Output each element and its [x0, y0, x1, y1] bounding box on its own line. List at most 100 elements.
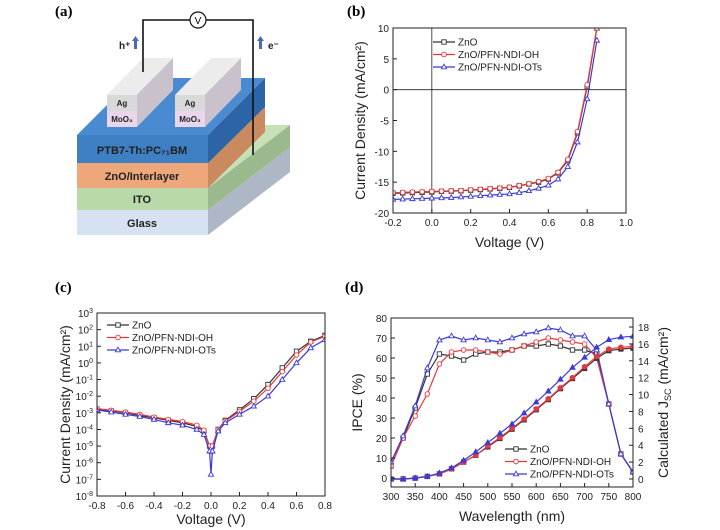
- data-point: [593, 36, 601, 43]
- y-tick-label: 102: [78, 325, 93, 337]
- data-point: [448, 464, 455, 471]
- y-right-tick-label: 14: [638, 357, 650, 368]
- data-point: [321, 335, 325, 342]
- x-tick-label: 500: [479, 492, 496, 503]
- data-point: [472, 347, 479, 353]
- data-point: [617, 450, 625, 457]
- data-point: [535, 178, 542, 185]
- data-point: [399, 189, 406, 196]
- data-point: [214, 427, 222, 434]
- y-right-tick-label: 18: [638, 323, 650, 334]
- data-point: [545, 335, 552, 341]
- data-point: [569, 347, 576, 353]
- legend-marker: [441, 39, 447, 45]
- data-point: [250, 402, 258, 409]
- y-tick-label: -5: [380, 117, 389, 128]
- data-point: [535, 184, 542, 191]
- x-tick-label: 650: [552, 492, 569, 503]
- data-point: [423, 472, 431, 479]
- ito-label: ITO: [133, 194, 152, 206]
- legend-label: ZnO: [458, 38, 478, 49]
- data-point: [569, 374, 576, 381]
- x-tick-label: 0.4: [261, 501, 275, 512]
- legend-label: ZnO/PFN-NDI-OTs: [530, 470, 614, 481]
- legend-marker: [512, 470, 520, 477]
- data-point: [593, 343, 601, 350]
- x-tick-label: -0.4: [145, 501, 163, 512]
- y-tick-label: 101: [78, 341, 93, 353]
- x-axis-label: Wavelength (nm): [459, 508, 565, 524]
- data-point: [460, 336, 467, 343]
- data-point: [409, 189, 416, 195]
- data-point: [393, 195, 397, 202]
- x-tick-label: 350: [407, 492, 424, 503]
- data-point: [564, 163, 572, 170]
- y-tick-label: 10-5: [76, 441, 93, 453]
- data-point: [630, 343, 633, 350]
- data-point: [557, 375, 564, 382]
- panel-label: (b): [347, 4, 365, 20]
- legend-item: ZnO/PFN-NDI-OTs: [433, 63, 542, 74]
- y-tick-label: 10-1: [76, 375, 93, 387]
- y-tick-label: -15: [375, 178, 390, 189]
- x-tick-label: 0.2: [464, 218, 478, 229]
- legend-label: ZnO/PFN-NDI-OTs: [458, 63, 542, 74]
- data-point: [520, 330, 528, 337]
- data-point: [581, 363, 588, 370]
- y-tick-label: 70: [376, 334, 388, 345]
- data-point: [399, 432, 407, 439]
- data-point: [209, 447, 216, 454]
- ito-side: [208, 125, 290, 210]
- data-point: [581, 332, 588, 339]
- data-point: [618, 344, 624, 351]
- series-zno-pfn-ndi-ots-jsc: [391, 332, 633, 482]
- x-tick-label: 750: [600, 492, 617, 503]
- y-right-tick-label: 2: [638, 458, 644, 469]
- data-point: [506, 190, 513, 197]
- data-point: [467, 192, 475, 199]
- x-tick-label: -0.2: [174, 501, 192, 512]
- data-point: [412, 413, 418, 419]
- data-point: [487, 185, 493, 192]
- data-point: [236, 410, 243, 417]
- data-point: [460, 347, 467, 353]
- data-point: [629, 468, 633, 475]
- legend-marker: [114, 346, 122, 353]
- data-point: [97, 406, 101, 413]
- y-tick-label: -10: [375, 147, 390, 158]
- y-axis-label: IPCE (%): [349, 373, 365, 431]
- y-axis-label: Current Density (mA/cm²): [352, 41, 368, 200]
- series-line: [393, 28, 598, 194]
- data-point: [497, 351, 503, 357]
- data-point: [521, 343, 527, 349]
- y-axis-label: Current Density (mA/cm²): [57, 325, 73, 484]
- x-axis-label: Voltage (V): [176, 511, 245, 527]
- data-point: [581, 347, 588, 353]
- series-zno-pfn-ndi-ots: [393, 36, 601, 202]
- glass-layer: [77, 210, 208, 235]
- data-point: [569, 332, 576, 339]
- data-point: [532, 398, 540, 405]
- ag-label-right: Ag: [185, 99, 196, 108]
- data-point: [506, 184, 513, 190]
- data-point: [293, 352, 300, 358]
- x-tick-label: 300: [383, 492, 400, 503]
- glass-side: [208, 147, 290, 235]
- legend-marker: [441, 51, 447, 58]
- data-point: [520, 409, 528, 416]
- y-tick-label: 10-8: [76, 491, 93, 503]
- data-point: [438, 188, 445, 194]
- data-point: [574, 138, 581, 145]
- active-layer: [77, 135, 208, 163]
- data-point: [458, 187, 464, 194]
- chart-b: (b) -0.2 0.0 0.2 0.4 0.6 0.8 1.0 10 5 0 -5 -10 -15 -20…: [347, 4, 633, 250]
- legend-label: ZnO/PFN-NDI-OH: [530, 457, 611, 468]
- data-point: [557, 343, 564, 349]
- data-point: [164, 419, 172, 426]
- y-tick-label: 5: [383, 55, 389, 66]
- y-tick-label: 40: [376, 394, 388, 405]
- electrode-right: Ag MoO₃: [175, 58, 241, 127]
- data-point: [516, 182, 522, 189]
- data-point: [460, 357, 467, 363]
